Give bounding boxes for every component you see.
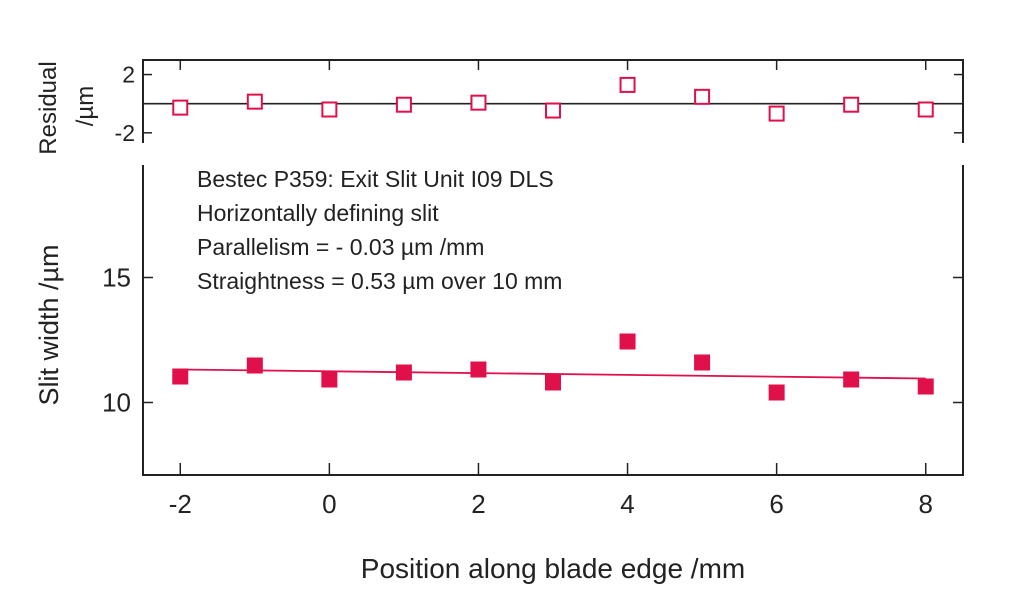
main-ytick-label: 10 <box>102 388 131 418</box>
main-xtick-label: -2 <box>169 489 192 519</box>
main-ytick-label: 15 <box>102 263 131 293</box>
residual-point <box>917 101 934 118</box>
residual-point <box>470 94 487 111</box>
data-point <box>172 368 189 385</box>
residual-point <box>321 101 338 118</box>
data-point <box>321 371 338 388</box>
data-point <box>246 357 263 374</box>
residual-panel: 2 -2 <box>115 59 964 146</box>
residual-point <box>694 88 711 105</box>
main-ylabel: Slit width /µm <box>34 244 64 405</box>
residual-point <box>768 105 785 122</box>
residual-frame <box>142 59 964 143</box>
residual-point <box>172 99 189 116</box>
main-xtick-label: 2 <box>471 489 485 519</box>
residual-point <box>843 96 860 113</box>
main-xtick-label: 8 <box>918 489 932 519</box>
main-frame <box>142 165 964 476</box>
annotation-3: Parallelism = - 0.03 µm /mm <box>197 234 484 260</box>
residual-ylabel-line2: /µm <box>72 86 99 127</box>
residual-point <box>619 76 636 93</box>
main-panel: -2 0 2 4 6 8 15 10 <box>102 165 964 519</box>
residual-point <box>545 102 561 119</box>
data-point <box>470 361 487 378</box>
annotation-4: Straightness = 0.53 µm over 10 mm <box>197 268 562 294</box>
annotation-2: Horizontally defining slit <box>197 200 439 226</box>
data-point <box>768 384 785 401</box>
residual-point <box>246 93 263 110</box>
main-xlabel: Position along blade edge /mm <box>361 553 745 584</box>
data-point <box>843 371 860 388</box>
data-point <box>694 354 711 371</box>
data-point <box>917 378 934 395</box>
data-point <box>619 333 636 350</box>
data-point <box>395 364 412 381</box>
main-xtick-label: 4 <box>620 489 634 519</box>
residual-ytick-label: -2 <box>115 120 135 146</box>
fit-line <box>180 368 926 380</box>
residual-ytick-label: 2 <box>122 62 135 88</box>
annotation-1: Bestec P359: Exit Slit Unit I09 DLS <box>197 166 554 192</box>
residual-ylabel-line1: Residual <box>35 61 62 154</box>
residual-point <box>395 96 412 113</box>
main-xtick-label: 0 <box>322 489 336 519</box>
data-point <box>545 374 561 391</box>
main-xtick-label: 6 <box>769 489 783 519</box>
